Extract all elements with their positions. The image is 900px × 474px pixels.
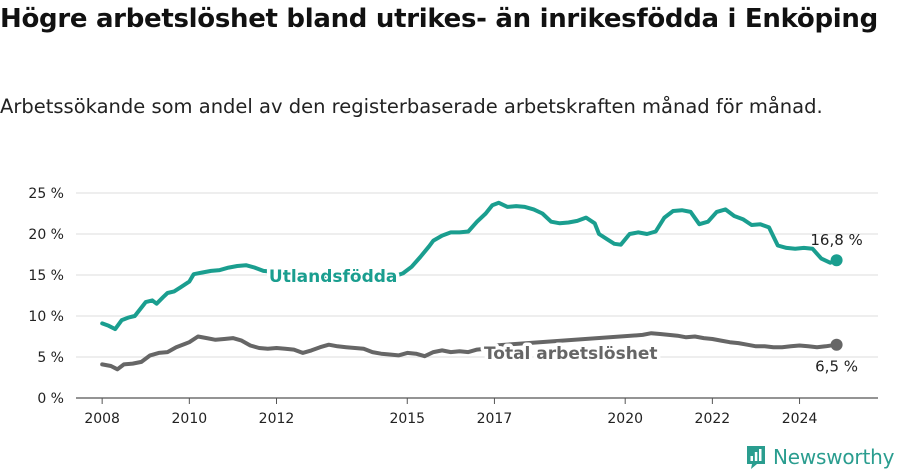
series-end-label-0: 16,8 % <box>810 231 862 249</box>
x-tick-label: 2017 <box>477 411 513 427</box>
y-tick-label: 20 % <box>28 227 64 243</box>
newsworthy-icon <box>747 446 765 469</box>
brand-logo: Newsworthy <box>745 443 894 471</box>
y-tick-label: 0 % <box>37 391 64 407</box>
series-line-0 <box>100 200 839 332</box>
x-tick-label: 2015 <box>389 411 425 427</box>
series-label-1: Total arbetslöshet <box>484 344 658 364</box>
chart-subtitle: Arbetssökande som andel av den registerb… <box>0 95 823 118</box>
y-tick-label: 15 % <box>28 268 64 284</box>
chart-title: Högre arbetslöshet bland utrikes- än inr… <box>0 4 878 34</box>
x-tick-label: 2020 <box>607 411 643 427</box>
x-tick-label: 2022 <box>695 411 731 427</box>
x-tick-label: 2024 <box>782 411 818 427</box>
y-tick-label: 10 % <box>28 309 64 325</box>
y-tick-label: 25 % <box>28 186 64 202</box>
x-tick-label: 2010 <box>172 411 208 427</box>
y-tick-label: 5 % <box>37 350 64 366</box>
brand-name: Newsworthy <box>773 445 895 469</box>
x-tick-label: 2012 <box>259 411 295 427</box>
series-end-point-1 <box>830 338 843 351</box>
series-label-0: Utlandsfödda <box>269 267 398 287</box>
series-line-1 <box>100 331 839 372</box>
x-tick-label: 2008 <box>84 411 120 427</box>
series-end-label-1: 6,5 % <box>815 358 858 376</box>
series-end-point-0 <box>830 254 843 267</box>
